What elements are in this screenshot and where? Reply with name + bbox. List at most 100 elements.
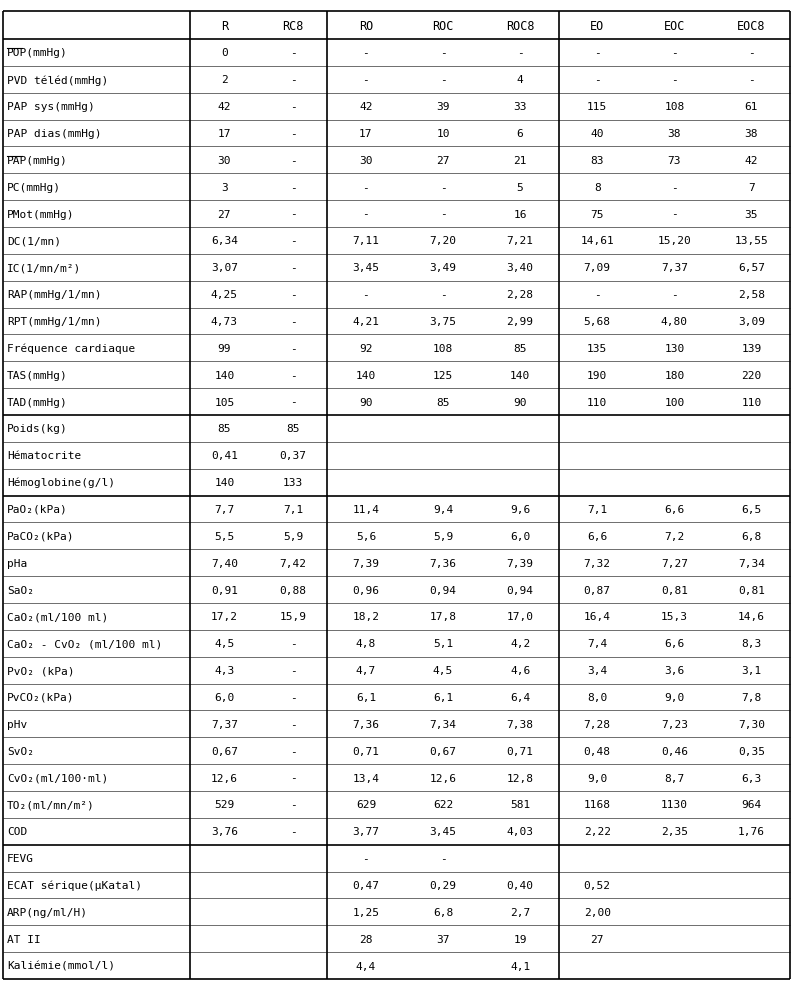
Text: Hématocrite: Hématocrite [7, 451, 81, 460]
Text: 964: 964 [741, 800, 761, 810]
Text: PAP sys(mmHg): PAP sys(mmHg) [7, 102, 94, 112]
Text: Fréquence cardiaque: Fréquence cardiaque [7, 343, 136, 354]
Text: 4,25: 4,25 [211, 290, 238, 300]
Text: 6,5: 6,5 [741, 505, 761, 515]
Text: 17: 17 [217, 129, 231, 139]
Text: 7,34: 7,34 [738, 558, 765, 568]
Text: 40: 40 [591, 129, 604, 139]
Text: -: - [671, 182, 678, 192]
Text: 7,37: 7,37 [661, 263, 688, 273]
Text: 7,34: 7,34 [430, 719, 457, 729]
Text: PaCO₂(kPa): PaCO₂(kPa) [7, 531, 75, 541]
Text: -: - [289, 666, 297, 675]
Text: -: - [289, 826, 297, 836]
Text: 3,6: 3,6 [665, 666, 684, 675]
Text: -: - [289, 746, 297, 756]
Text: 28: 28 [359, 934, 373, 944]
Text: 133: 133 [283, 477, 303, 488]
Text: ARP(ng/ml/H): ARP(ng/ml/H) [7, 907, 88, 917]
Text: 2,7: 2,7 [510, 907, 531, 917]
Text: 105: 105 [214, 397, 235, 407]
Text: 6,8: 6,8 [433, 907, 453, 917]
Text: 15,9: 15,9 [279, 611, 306, 622]
Text: 3,40: 3,40 [507, 263, 534, 273]
Text: 4,1: 4,1 [510, 960, 531, 970]
Text: 83: 83 [591, 156, 604, 166]
Text: -: - [289, 397, 297, 407]
Text: 0,29: 0,29 [430, 880, 457, 890]
Text: 0,71: 0,71 [352, 746, 379, 756]
Text: PAP(mmHg): PAP(mmHg) [7, 156, 67, 166]
Text: 6,0: 6,0 [510, 531, 531, 541]
Text: 9,0: 9,0 [587, 773, 607, 783]
Text: 140: 140 [214, 477, 235, 488]
Text: 7,2: 7,2 [665, 531, 684, 541]
Text: 2,00: 2,00 [584, 907, 611, 917]
Text: 9,0: 9,0 [665, 692, 684, 702]
Text: EO: EO [590, 20, 604, 33]
Text: -: - [439, 48, 446, 58]
Text: 0,67: 0,67 [211, 746, 238, 756]
Text: TO₂(ml/mn/m²): TO₂(ml/mn/m²) [7, 800, 94, 810]
Text: 90: 90 [513, 397, 527, 407]
Text: 0,46: 0,46 [661, 746, 688, 756]
Text: 139: 139 [741, 343, 761, 354]
Text: 0,40: 0,40 [507, 880, 534, 890]
Text: -: - [289, 209, 297, 219]
Text: -: - [439, 182, 446, 192]
Text: 90: 90 [359, 397, 373, 407]
Text: 130: 130 [665, 343, 684, 354]
Text: 85: 85 [513, 343, 527, 354]
Text: 30: 30 [359, 156, 373, 166]
Text: 12,8: 12,8 [507, 773, 534, 783]
Text: 6: 6 [517, 129, 523, 139]
Text: 0,41: 0,41 [211, 451, 238, 460]
Text: -: - [289, 371, 297, 381]
Text: 7,27: 7,27 [661, 558, 688, 568]
Text: 108: 108 [665, 102, 684, 112]
Text: IC(1/mn/m²): IC(1/mn/m²) [7, 263, 81, 273]
Text: -: - [289, 639, 297, 649]
Text: -: - [594, 75, 600, 85]
Text: 529: 529 [214, 800, 235, 810]
Text: 75: 75 [591, 209, 604, 219]
Text: -: - [671, 48, 678, 58]
Text: 42: 42 [217, 102, 231, 112]
Text: 3: 3 [221, 182, 228, 192]
Text: 6,8: 6,8 [741, 531, 761, 541]
Text: 4,2: 4,2 [510, 639, 531, 649]
Text: -: - [289, 102, 297, 112]
Text: PvCO₂(kPa): PvCO₂(kPa) [7, 692, 75, 702]
Text: 5,6: 5,6 [356, 531, 376, 541]
Text: 6,6: 6,6 [587, 531, 607, 541]
Text: FEVG: FEVG [7, 853, 34, 864]
Text: 1,25: 1,25 [352, 907, 379, 917]
Text: 140: 140 [214, 371, 235, 381]
Text: 5,5: 5,5 [214, 531, 235, 541]
Text: 2,99: 2,99 [507, 317, 534, 326]
Text: 140: 140 [356, 371, 376, 381]
Text: EOC: EOC [664, 20, 685, 33]
Text: 7,8: 7,8 [741, 692, 761, 702]
Text: 0,91: 0,91 [211, 585, 238, 595]
Text: TAS(mmHg): TAS(mmHg) [7, 371, 67, 381]
Text: 8,0: 8,0 [587, 692, 607, 702]
Text: 4,80: 4,80 [661, 317, 688, 326]
Text: 180: 180 [665, 371, 684, 381]
Text: 6,1: 6,1 [356, 692, 376, 702]
Text: 100: 100 [665, 397, 684, 407]
Text: AT II: AT II [7, 934, 40, 944]
Text: -: - [289, 129, 297, 139]
Text: -: - [517, 48, 523, 58]
Text: 0,94: 0,94 [507, 585, 534, 595]
Text: 42: 42 [745, 156, 758, 166]
Text: 17,0: 17,0 [507, 611, 534, 622]
Text: 3,4: 3,4 [587, 666, 607, 675]
Text: 3,09: 3,09 [738, 317, 765, 326]
Text: 0,37: 0,37 [279, 451, 306, 460]
Text: 3,75: 3,75 [430, 317, 457, 326]
Text: 4,3: 4,3 [214, 666, 235, 675]
Text: -: - [439, 75, 446, 85]
Text: 0,35: 0,35 [738, 746, 765, 756]
Text: 7,21: 7,21 [507, 237, 534, 246]
